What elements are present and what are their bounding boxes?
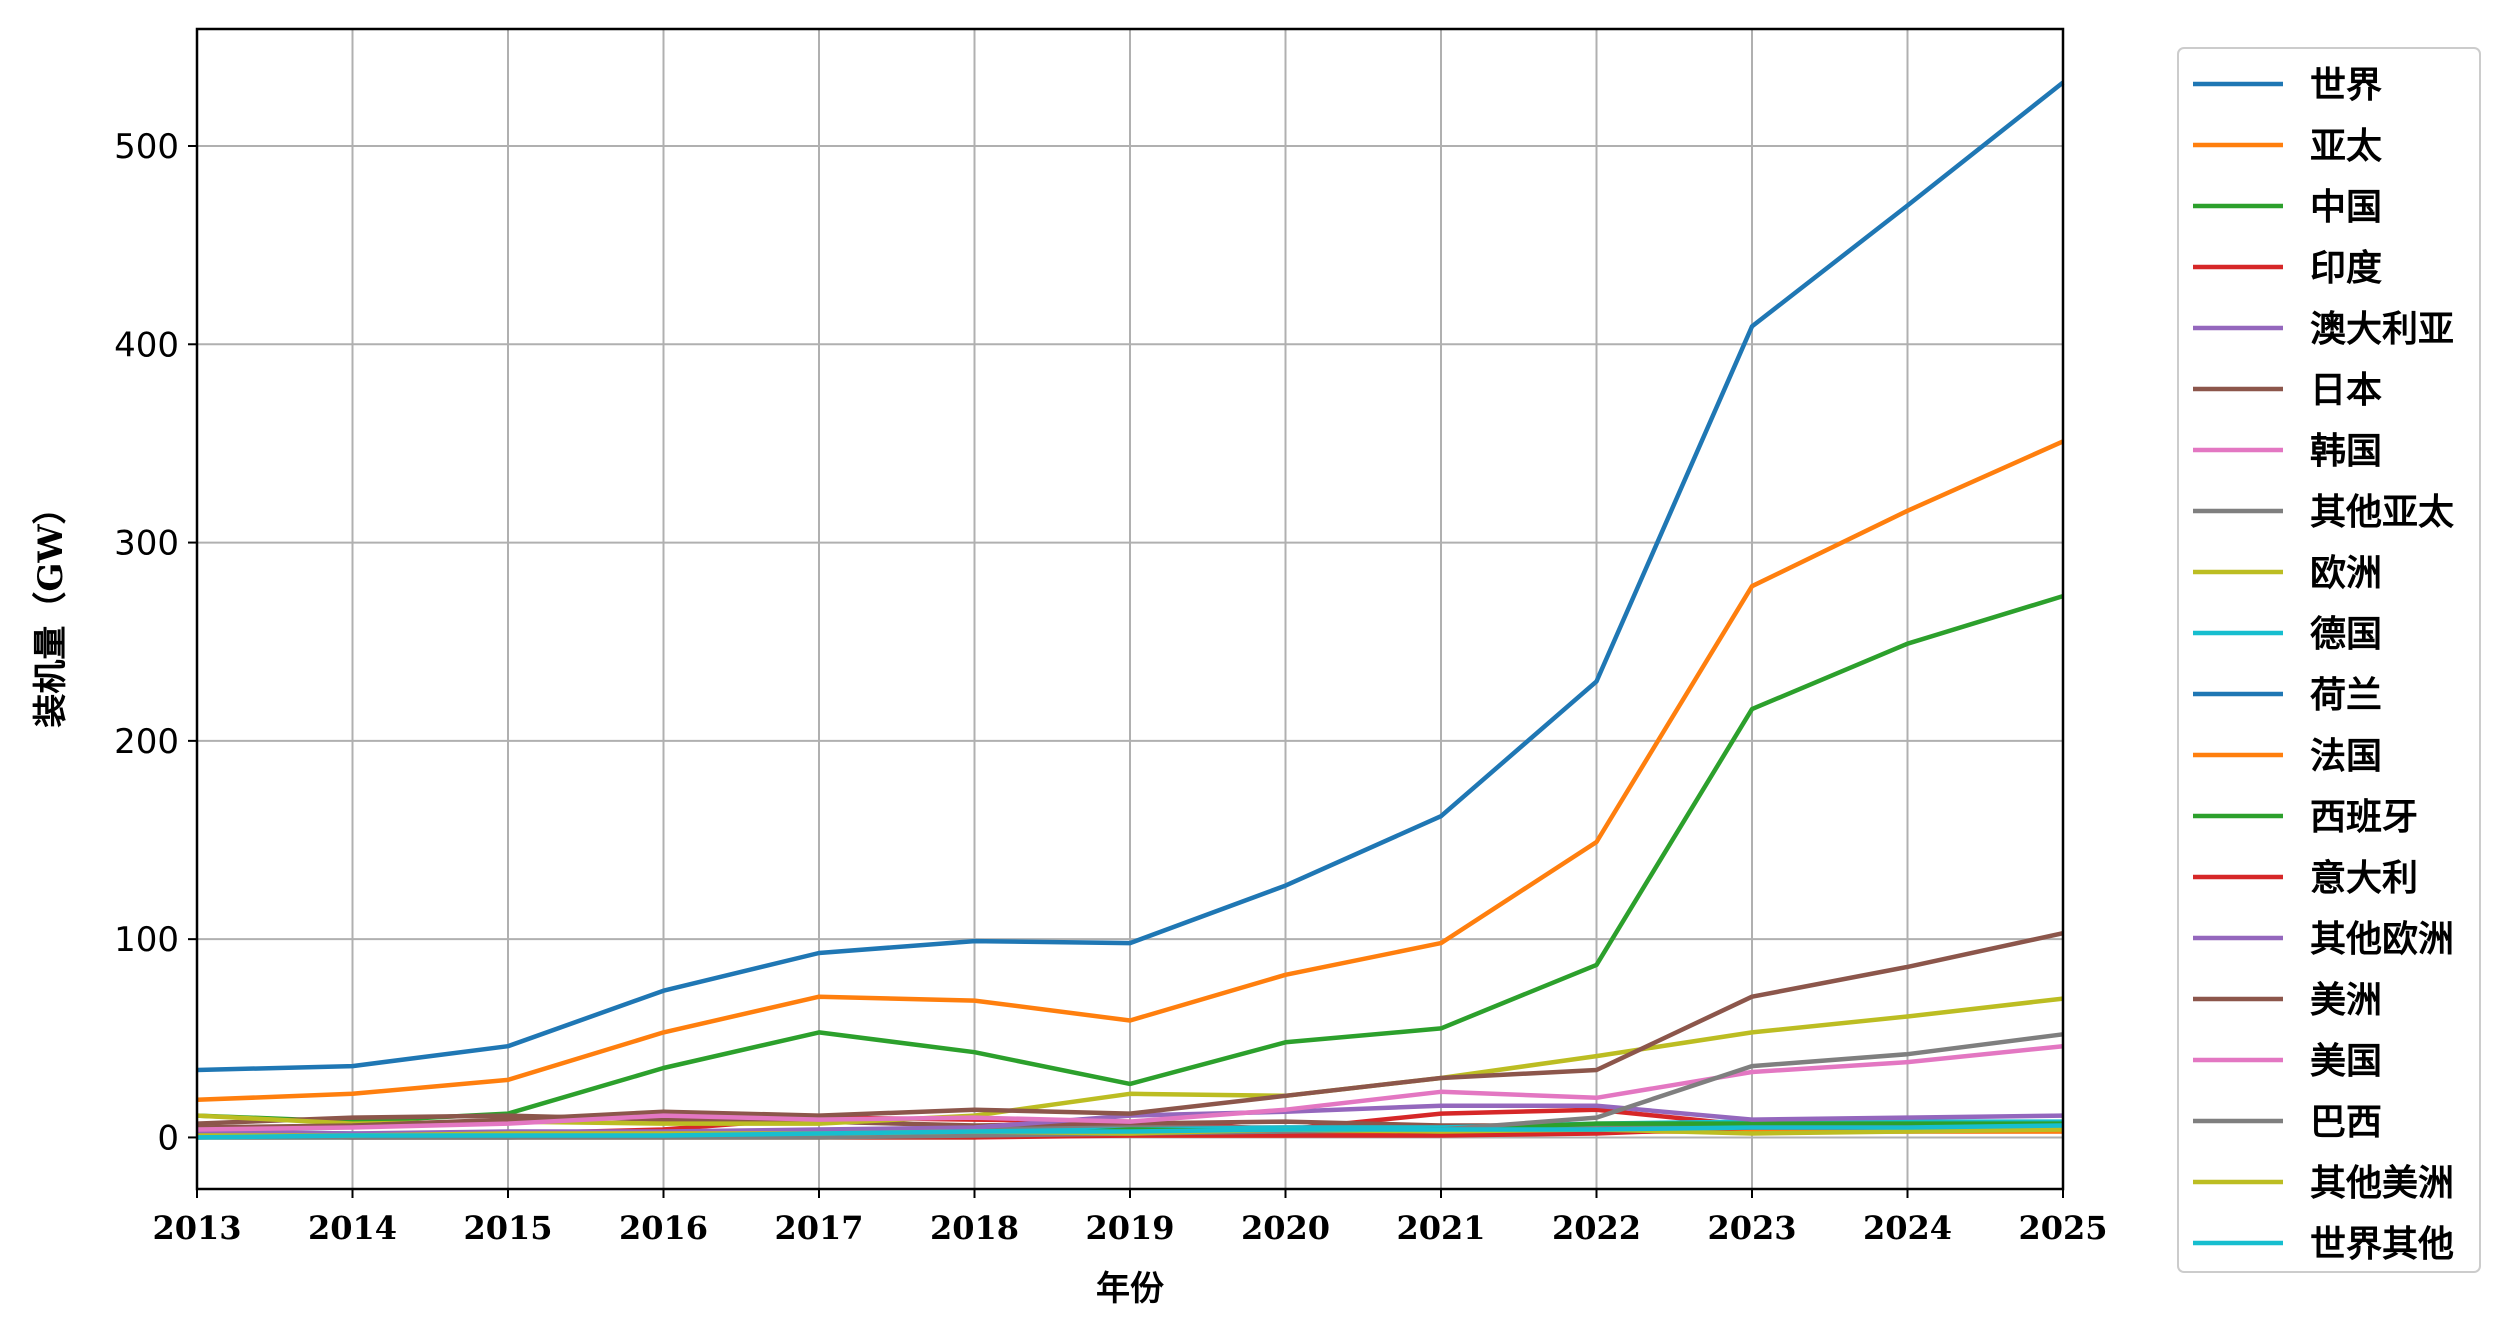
legend-label: 日本	[2310, 369, 2382, 411]
x-tick-label: 2018	[930, 1209, 1019, 1247]
series-lines	[196, 80, 2065, 1140]
x-tick-label: 2025	[2018, 1209, 2107, 1247]
legend-label: 澳大利亚	[2310, 308, 2454, 350]
legend-label: 德国	[2310, 613, 2382, 655]
y-tick-label: 0	[157, 1118, 179, 1158]
y-tick-label: 100	[114, 920, 179, 960]
legend-label: 其他欧洲	[2310, 918, 2454, 960]
series-line-19	[196, 1123, 2064, 1140]
x-tick-label: 2024	[1863, 1209, 1952, 1247]
legend-label: 其他美洲	[2310, 1162, 2454, 1204]
legend-label: 荷兰	[2310, 674, 2382, 716]
y-tick-label: 300	[114, 524, 179, 564]
x-tick-label: 2019	[1085, 1209, 1174, 1247]
x-tick-label: 2016	[619, 1209, 708, 1247]
legend-label: 世界	[2310, 64, 2382, 106]
legend-label: 美国	[2310, 1040, 2382, 1082]
x-axis: 2013 2014 2015 2016 2017 2018 2019 2020 2021 2022…	[152, 1189, 2108, 1247]
legend: 世界亚太中国印度澳大利亚日本韩国其他亚太欧洲德国荷兰法国西班牙意大利其他欧洲美洲…	[2177, 47, 2481, 1273]
legend-label: 印度	[2310, 247, 2382, 289]
legend-label: 其他亚太	[2310, 491, 2454, 533]
series-line-1	[196, 439, 2064, 1103]
legend-label: 巴西	[2310, 1101, 2382, 1143]
x-tick-label: 2020	[1241, 1209, 1330, 1247]
x-tick-label: 2022	[1552, 1209, 1641, 1247]
legend-label: 美洲	[2310, 979, 2382, 1021]
x-tick-label: 2014	[308, 1209, 397, 1247]
y-tick-label: 200	[114, 722, 179, 762]
y-tick-label: 500	[114, 127, 179, 167]
x-tick-label: 2023	[1707, 1209, 1796, 1247]
legend-label: 世界其他	[2310, 1223, 2454, 1265]
legend-label: 西班牙	[2310, 796, 2418, 838]
series-line-16	[196, 1043, 2064, 1132]
grid-lines	[196, 29, 2064, 1189]
y-tick-label: 400	[114, 325, 179, 365]
legend-label: 亚太	[2310, 125, 2382, 167]
x-tick-label: 2013	[152, 1209, 241, 1247]
legend-label: 意大利	[2310, 857, 2418, 899]
x-tick-label: 2017	[774, 1209, 863, 1247]
series-line-0	[196, 80, 2065, 1073]
legend-label: 韩国	[2310, 430, 2382, 472]
legend-label: 法国	[2310, 735, 2382, 777]
y-axis-title: 装机量（GW）	[31, 490, 71, 727]
legend-label: 中国	[2310, 186, 2382, 228]
y-axis: 0 100 200 300 400 500	[114, 127, 197, 1158]
legend-label: 欧洲	[2310, 552, 2382, 594]
x-tick-label: 2021	[1396, 1209, 1485, 1247]
legend-box	[2177, 47, 2481, 1273]
x-tick-label: 2015	[463, 1209, 552, 1247]
series-line-15	[196, 931, 2064, 1130]
x-axis-title: 年份	[1096, 1269, 1164, 1309]
